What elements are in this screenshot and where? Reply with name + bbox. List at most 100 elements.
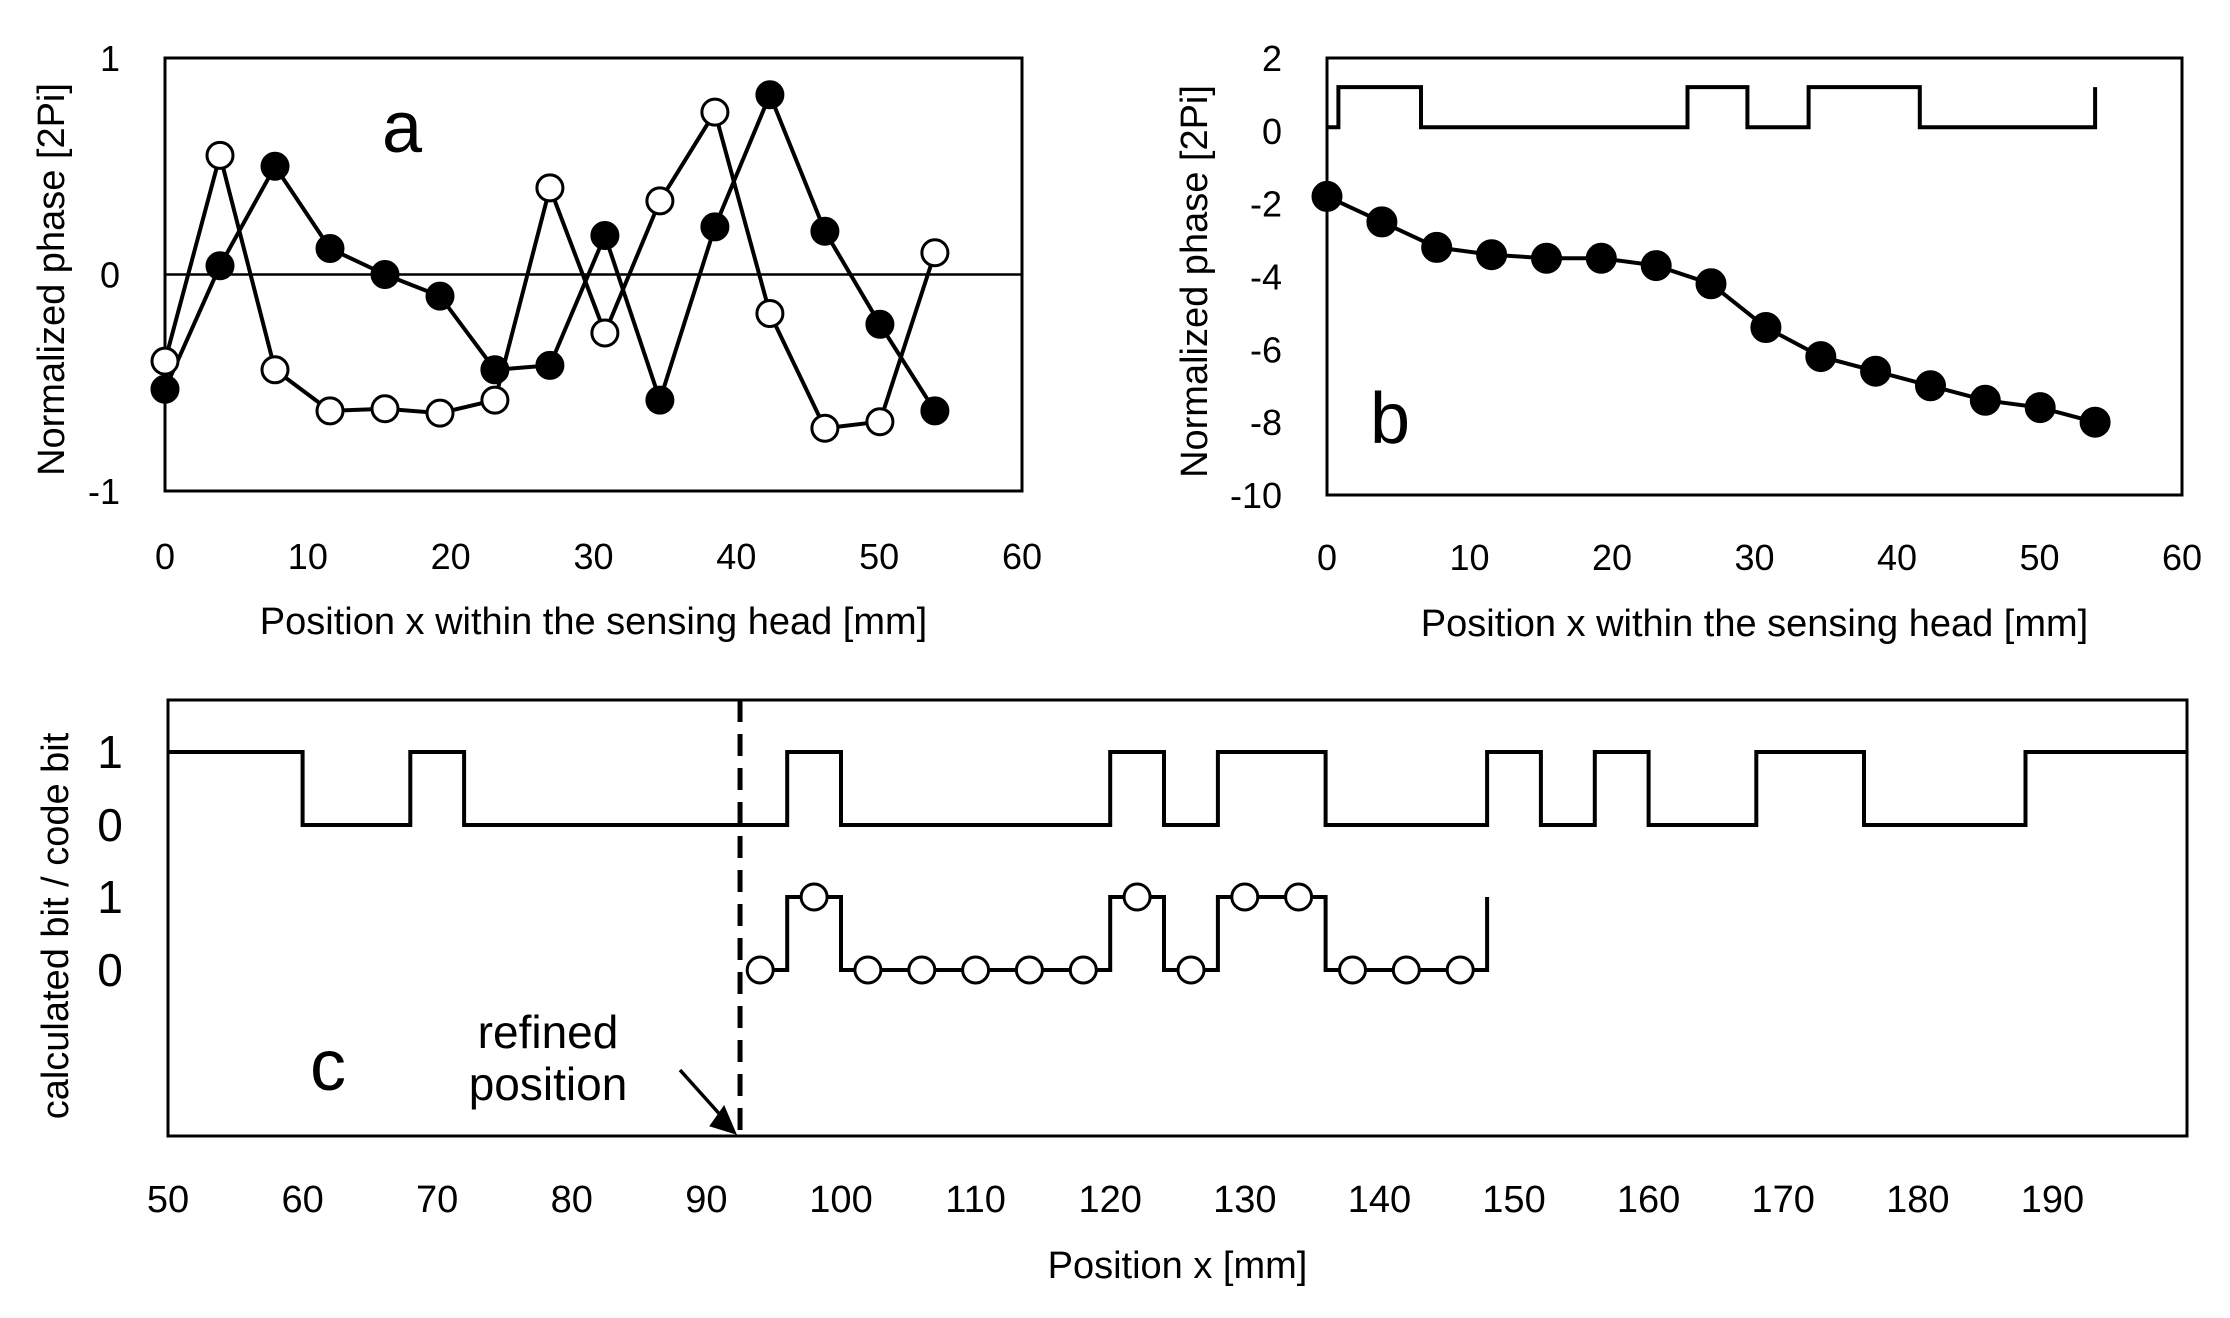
x-tick-label: 150 [1482, 1179, 1545, 1221]
y-tick-label: 0 [1262, 111, 1282, 152]
series-open-point-2 [260, 355, 290, 385]
annotation-line-1: refined [478, 1006, 619, 1058]
x-tick-label: 0 [155, 536, 175, 577]
x-tick-label: 100 [809, 1179, 872, 1221]
series-phase-point-1 [1366, 206, 1398, 238]
y-axis-title: Normalized phase [2Pi] [1174, 85, 1216, 478]
series-open-point-10 [700, 97, 730, 127]
x-tick-label: 160 [1617, 1179, 1680, 1221]
series-filled-point-10 [700, 212, 730, 242]
series-calculated-bit-point-2 [853, 955, 883, 985]
x-tick-label: 60 [1002, 536, 1042, 577]
series-phase-point-12 [1969, 384, 2001, 416]
series-filled-point-4 [370, 260, 400, 289]
series-calculated-bit-point-12 [1391, 955, 1421, 985]
y-axis-title: calculated bit / code bit [35, 732, 77, 1119]
series-phase-point-14 [2079, 406, 2111, 438]
series-open-point-1 [205, 140, 235, 170]
x-tick-label: 60 [281, 1179, 323, 1221]
series-open-point-8 [590, 318, 620, 348]
series-open-point-7 [535, 173, 565, 203]
bit-label: 1 [97, 871, 123, 923]
bit-label: 0 [97, 799, 123, 851]
x-tick-label: 30 [1734, 537, 1774, 578]
y-tick-label: -10 [1230, 475, 1282, 516]
series-open-point-5 [425, 398, 455, 428]
series-open-point-9 [645, 186, 675, 216]
plot-frame [1325, 56, 2184, 497]
series-phase-point-10 [1860, 355, 1892, 387]
series-open-point-0 [150, 346, 180, 376]
x-tick-label: 0 [1317, 537, 1337, 578]
x-tick-label: 180 [1886, 1179, 1949, 1221]
x-axis-title: Position x within the sensing head [mm] [1421, 603, 2088, 645]
series-filled-point-5 [425, 281, 455, 311]
x-tick-label: 120 [1078, 1179, 1141, 1221]
y-tick-label: -8 [1250, 402, 1282, 443]
annotation-arrow-head [709, 1104, 737, 1135]
x-tick-label: 50 [859, 536, 899, 577]
series-filled-point-13 [865, 309, 895, 339]
series-calculated-bit-point-7 [1122, 882, 1152, 912]
series-phase-point-13 [2024, 392, 2056, 424]
series-filled-point-3 [315, 234, 345, 263]
series-filled-point-1 [205, 251, 235, 281]
x-axis-title: Position x within the sensing head [mm] [260, 601, 927, 643]
x-tick-label: 20 [431, 536, 471, 577]
panel-c: 50 60 70 80 90 100 110 120 130 140 150 160 170 180 190… [35, 698, 2189, 1287]
series-calculated-bit-step [746, 895, 1490, 972]
x-tick-label: 90 [685, 1179, 727, 1221]
x-tick-label: 140 [1348, 1179, 1411, 1221]
series-open-point-3 [315, 396, 345, 426]
plot-frame [166, 698, 2189, 1138]
series-calculated-bit-point-4 [961, 955, 991, 985]
x-tick-label: 70 [416, 1179, 458, 1221]
y-tick-label: -4 [1250, 257, 1282, 298]
series-calculated-bit-point-10 [1284, 882, 1314, 912]
series-phase-point-5 [1585, 242, 1617, 274]
panel-letter: b [1370, 379, 1410, 459]
y-tick-label: 1 [100, 38, 120, 79]
bit-label: 1 [97, 726, 123, 778]
x-tick-label: 20 [1592, 537, 1632, 578]
series-calculated-bit-point-1 [799, 882, 829, 912]
x-tick-label: 40 [716, 536, 756, 577]
series-code-bit-step [168, 750, 2187, 827]
series-calculated-bit-point-11 [1338, 955, 1367, 985]
series-calculated-bit-point-3 [907, 955, 937, 985]
series-filled-point-12 [810, 216, 840, 246]
x-tick-label: 190 [2021, 1179, 2084, 1221]
series-open-point-6 [480, 385, 510, 415]
series-filled-point-2 [260, 151, 290, 181]
series-phase-point-3 [1476, 239, 1508, 271]
y-axis-title: Normalized phase [2Pi] [31, 83, 73, 476]
series-phase-point-4 [1531, 242, 1562, 274]
x-tick-label: 30 [573, 536, 613, 577]
panel-letter: a [382, 88, 423, 168]
x-tick-label: 40 [1877, 537, 1917, 578]
x-tick-label: 60 [2162, 537, 2202, 578]
x-tick-label: 130 [1213, 1179, 1276, 1221]
annotation-line-2: position [469, 1058, 628, 1110]
series-phase-point-6 [1640, 250, 1672, 282]
series-calculated-bit-point-0 [745, 955, 775, 985]
x-tick-label: 170 [1751, 1179, 1814, 1221]
series-calculated-bit-point-5 [1014, 955, 1044, 985]
series-calculated-bit-point-8 [1176, 955, 1206, 985]
y-tick-label: -2 [1250, 184, 1282, 225]
x-tick-label: 10 [1449, 537, 1489, 578]
series-phase-point-9 [1805, 341, 1837, 373]
y-tick-label: 0 [100, 255, 120, 296]
y-tick-label: -1 [88, 471, 120, 512]
series-calculated-bit-point-13 [1445, 955, 1475, 985]
series-filled-point-9 [645, 385, 675, 415]
series-phase-point-2 [1421, 231, 1453, 263]
series-calculated-bit-point-9 [1230, 882, 1260, 912]
bit-label: 0 [97, 944, 123, 996]
series-filled-point-7 [535, 350, 565, 380]
y-tick-label: -6 [1250, 329, 1282, 370]
series-open-point-11 [755, 299, 785, 328]
series-calculated-bit-point-6 [1068, 955, 1098, 985]
series-open-point-4 [370, 394, 400, 424]
